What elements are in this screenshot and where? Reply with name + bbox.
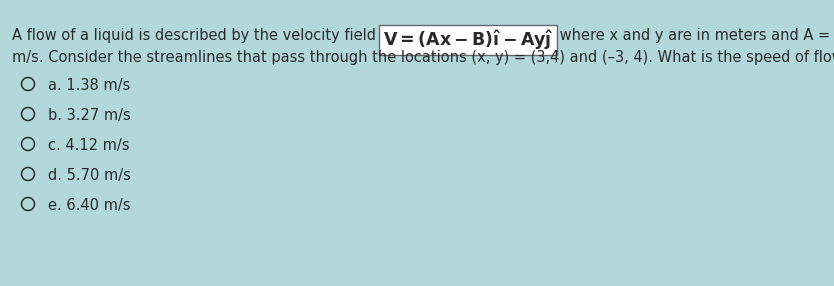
Text: $\mathbf{V = (Ax - B)\hat{\imath} - Ay\hat{\jmath}}$: $\mathbf{V = (Ax - B)\hat{\imath} - Ay\h… — [383, 28, 554, 52]
Text: c. 4.12 m/s: c. 4.12 m/s — [48, 138, 129, 153]
Text: a. 1.38 m/s: a. 1.38 m/s — [48, 78, 130, 93]
Text: where x and y are in meters and A = 1/s and B = 2: where x and y are in meters and A = 1/s … — [555, 28, 834, 43]
Text: A flow of a liquid is described by the velocity field: A flow of a liquid is described by the v… — [12, 28, 380, 43]
Text: e. 6.40 m/s: e. 6.40 m/s — [48, 198, 130, 213]
Text: d. 5.70 m/s: d. 5.70 m/s — [48, 168, 131, 183]
Text: b. 3.27 m/s: b. 3.27 m/s — [48, 108, 131, 123]
Text: m/s. Consider the streamlines that pass through the locations (x, y) = (3,4) and: m/s. Consider the streamlines that pass … — [12, 50, 834, 65]
